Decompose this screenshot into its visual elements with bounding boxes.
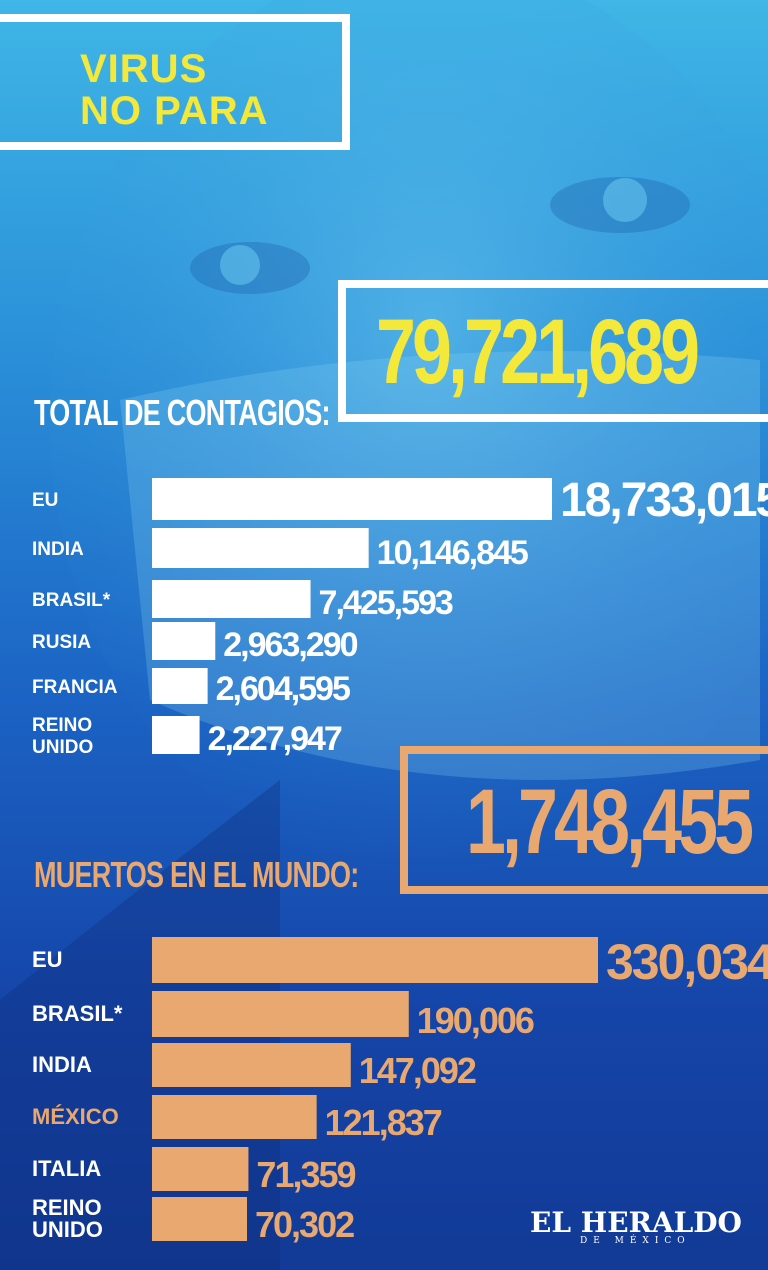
category-label: UNIDO: [32, 737, 93, 758]
value-label: 70,302: [255, 1204, 354, 1245]
value-label: 18,733,015: [560, 474, 768, 527]
category-label: INDIA: [32, 1052, 92, 1077]
bar: [152, 622, 216, 660]
bar: [152, 528, 369, 568]
bar: [152, 937, 598, 983]
category-label: BRASIL*: [32, 590, 111, 611]
category-label: BRASIL*: [32, 1001, 123, 1026]
bar: [152, 1147, 249, 1191]
headline: VIRUS NO PARA: [80, 48, 340, 132]
category-label: MÉXICO: [32, 1104, 119, 1129]
category-label: FRANCIA: [32, 677, 118, 698]
value-label: 10,146,845: [377, 534, 528, 572]
value-label: 71,359: [256, 1154, 355, 1195]
category-label: INDIA: [32, 539, 84, 560]
bar: [152, 580, 311, 618]
deaths-bar-chart: EU 330,034 BRASIL* 190,006 INDIA 147,092 MÉXIC…: [32, 934, 768, 1245]
headline-line-2: NO PARA: [80, 89, 269, 133]
category-label: REINO: [32, 715, 92, 736]
value-label: 7,425,593: [319, 584, 453, 622]
category-label: REINO: [32, 1195, 102, 1220]
value-label: 121,837: [325, 1102, 442, 1143]
bar: [152, 991, 409, 1037]
value-label: 190,006: [417, 1000, 534, 1041]
bar: [152, 1197, 248, 1241]
value-label: 2,963,290: [223, 626, 357, 664]
category-label: ITALIA: [32, 1156, 101, 1181]
cases-bar-chart: EU 18,733,015 INDIA 10,146,845 BRASIL* 7,425,…: [32, 474, 768, 758]
value-label: 330,034: [606, 934, 768, 990]
bar: [152, 668, 208, 704]
total-deaths-value: 1,748,455: [466, 771, 754, 873]
value-label: 147,092: [359, 1050, 476, 1091]
category-label: RUSIA: [32, 632, 91, 653]
value-label: 2,604,595: [216, 670, 350, 708]
category-label: UNIDO: [32, 1217, 103, 1242]
headline-line-1: VIRUS: [80, 47, 208, 91]
category-label: EU: [32, 947, 63, 972]
total-deaths-label: MUERTOS EN EL MUNDO:: [34, 854, 359, 895]
category-label: EU: [32, 490, 58, 511]
total-cases-label: TOTAL DE CONTAGIOS:: [34, 392, 331, 433]
total-cases-value: 79,721,689: [376, 301, 700, 403]
bar: [152, 1095, 317, 1139]
value-label: 2,227,947: [208, 720, 342, 758]
title-frame: [0, 14, 350, 150]
bar: [152, 1043, 351, 1087]
bar: [152, 478, 552, 520]
brand-logo-subtitle: DE MÉXICO: [580, 1236, 691, 1246]
total-deaths-frame: [400, 746, 768, 894]
bar: [152, 716, 200, 754]
brand-logo: EL HERALDO: [530, 1206, 742, 1239]
total-cases-frame: [338, 280, 768, 422]
